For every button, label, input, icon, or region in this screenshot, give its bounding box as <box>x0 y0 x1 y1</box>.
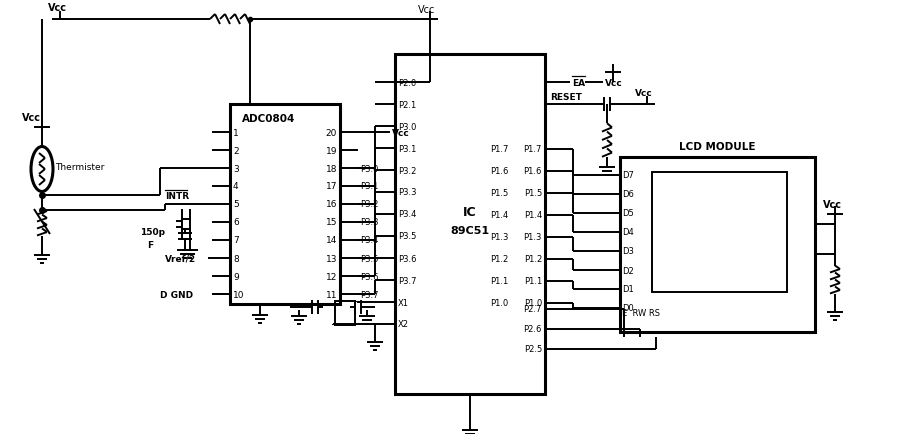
Text: F: F <box>147 241 154 250</box>
Text: P1.0: P1.0 <box>524 299 542 308</box>
Text: P1.2: P1.2 <box>524 255 542 264</box>
Text: 150p: 150p <box>140 228 165 237</box>
Text: P3.7: P3.7 <box>398 276 417 285</box>
Text: P1.5: P1.5 <box>490 189 508 198</box>
Text: Vcc: Vcc <box>418 5 435 15</box>
Bar <box>335 301 355 325</box>
Text: P2.7: P2.7 <box>524 305 542 314</box>
Text: 1: 1 <box>233 128 239 137</box>
Bar <box>620 158 815 332</box>
Text: D2: D2 <box>622 266 633 275</box>
Text: Vcc: Vcc <box>22 113 41 123</box>
Text: Thermister: Thermister <box>55 163 104 172</box>
Text: Vcc: Vcc <box>48 3 67 13</box>
Bar <box>230 105 340 304</box>
Text: D GND: D GND <box>160 290 193 299</box>
Text: 13: 13 <box>325 254 337 263</box>
Text: X1: X1 <box>398 298 409 307</box>
Text: 6: 6 <box>233 218 239 227</box>
Text: ADC0804: ADC0804 <box>242 114 295 124</box>
Text: Vcc: Vcc <box>605 78 622 87</box>
Text: D5: D5 <box>622 209 633 218</box>
Text: P1.2: P1.2 <box>490 255 508 264</box>
Text: RESET: RESET <box>550 92 582 101</box>
Text: D7: D7 <box>622 171 634 180</box>
Text: 19: 19 <box>325 146 337 155</box>
Text: D1: D1 <box>622 285 633 294</box>
Text: X2: X2 <box>398 320 409 329</box>
Text: P3.6: P3.6 <box>360 272 378 281</box>
Text: P3.0: P3.0 <box>398 122 417 131</box>
Text: P1.3: P1.3 <box>524 233 542 242</box>
Text: 89C51: 89C51 <box>451 226 490 236</box>
Text: 8: 8 <box>233 254 239 263</box>
Text: P1.7: P1.7 <box>524 145 542 154</box>
Text: P1.4: P1.4 <box>524 211 542 220</box>
Text: Vcc: Vcc <box>635 88 653 97</box>
Text: 17: 17 <box>325 182 337 191</box>
Text: Vcc: Vcc <box>392 128 409 137</box>
Text: 18: 18 <box>325 164 337 173</box>
Text: P3.3: P3.3 <box>398 188 417 197</box>
Text: P1.4: P1.4 <box>490 211 508 220</box>
Text: EA: EA <box>572 78 585 87</box>
Text: D3: D3 <box>622 247 634 256</box>
Text: 3: 3 <box>233 164 239 173</box>
Text: 11: 11 <box>325 290 337 299</box>
Text: P1.3: P1.3 <box>490 233 508 242</box>
Text: LCD MODULE: LCD MODULE <box>679 141 755 151</box>
Text: P2.5: P2.5 <box>524 345 542 354</box>
Text: P3.5: P3.5 <box>398 232 417 241</box>
Text: INTR: INTR <box>165 192 189 201</box>
Text: 16: 16 <box>325 200 337 209</box>
Text: 4: 4 <box>233 182 239 191</box>
Text: 5: 5 <box>233 200 239 209</box>
Text: P1.1: P1.1 <box>490 277 508 286</box>
Text: 9: 9 <box>233 272 239 281</box>
Text: P3.6: P3.6 <box>398 254 417 263</box>
Text: 14: 14 <box>325 236 337 245</box>
Text: P3.4: P3.4 <box>360 236 378 245</box>
Text: P3.2: P3.2 <box>398 166 417 175</box>
Text: IC: IC <box>463 206 477 219</box>
Text: P2.6: P2.6 <box>524 325 542 334</box>
Text: P3.1: P3.1 <box>398 144 417 153</box>
Text: P1.6: P1.6 <box>490 167 508 176</box>
Text: D6: D6 <box>622 190 634 199</box>
Text: Vcc: Vcc <box>823 200 842 210</box>
Text: P3.7: P3.7 <box>360 290 378 299</box>
Text: P1.0: P1.0 <box>490 299 508 308</box>
Text: 15: 15 <box>325 218 337 227</box>
Text: 20: 20 <box>325 128 337 137</box>
Text: P3.2: P3.2 <box>360 200 378 209</box>
Text: P1.7: P1.7 <box>490 145 508 154</box>
Text: E  RW RS: E RW RS <box>622 309 660 318</box>
Text: 10: 10 <box>233 290 245 299</box>
Text: P3.4: P3.4 <box>398 210 417 219</box>
Text: P1.5: P1.5 <box>524 189 542 198</box>
Text: D4: D4 <box>622 228 633 237</box>
Text: P2.0: P2.0 <box>398 78 416 87</box>
Text: P3.5: P3.5 <box>360 254 378 263</box>
Text: 12: 12 <box>325 272 337 281</box>
Text: P3.1: P3.1 <box>360 182 378 191</box>
Text: P3.3: P3.3 <box>360 218 378 227</box>
Text: Vref/2: Vref/2 <box>165 254 197 263</box>
Text: P2.1: P2.1 <box>398 100 416 109</box>
Text: P3.0: P3.0 <box>360 164 378 173</box>
Text: 2: 2 <box>233 146 239 155</box>
Text: P1.6: P1.6 <box>524 167 542 176</box>
Text: 7: 7 <box>233 236 239 245</box>
Text: D0: D0 <box>622 304 633 313</box>
Text: P1.1: P1.1 <box>524 277 542 286</box>
Bar <box>652 173 787 293</box>
Bar <box>395 55 545 394</box>
